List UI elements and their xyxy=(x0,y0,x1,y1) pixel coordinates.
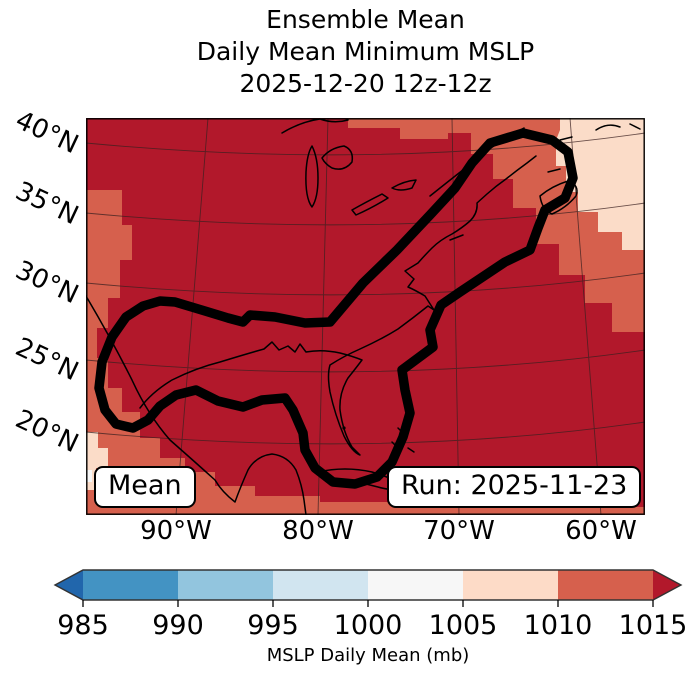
colorbar-seg-990-995 xyxy=(178,570,273,600)
colorbar-over-arrow xyxy=(653,570,681,600)
lon-tick-70w: 70°W xyxy=(423,516,495,546)
cbar-tick-985: 985 xyxy=(57,610,109,641)
cbar-tick-1015: 1015 xyxy=(619,610,688,641)
run-date-badge: Run: 2025-11-23 xyxy=(387,466,642,508)
lat-tick-25n: 25°N xyxy=(10,332,83,388)
lon-tick-60w: 60°W xyxy=(565,516,637,546)
lat-tick-30n: 30°N xyxy=(10,255,83,311)
title-line-3: 2025-12-20 12z-12z xyxy=(239,69,492,98)
mslp-fill-salmon-top-patch xyxy=(348,118,448,139)
lat-tick-20n: 20°N xyxy=(10,404,83,460)
lat-tick-35n: 35°N xyxy=(10,176,83,232)
colorbar-seg-1000-1005 xyxy=(368,570,463,600)
lat-tick-40n: 40°N xyxy=(10,105,83,161)
colorbar-seg-995-1000 xyxy=(273,570,368,600)
cbar-tick-1010: 1010 xyxy=(524,610,593,641)
map-plot xyxy=(86,118,645,515)
title-block: Ensemble Mean Daily Mean Minimum MSLP 20… xyxy=(86,4,645,100)
lon-tick-80w: 80°W xyxy=(282,516,354,546)
title-line-2: Daily Mean Minimum MSLP xyxy=(196,37,535,66)
colorbar-seg-985-990 xyxy=(83,570,178,600)
mean-badge: Mean xyxy=(94,466,196,508)
colorbar: 985 990 995 1000 1005 1010 1015 MSLP Dai… xyxy=(53,569,687,666)
colorbar-tick-labels: 985 990 995 1000 1005 1010 1015 xyxy=(57,610,687,641)
colorbar-seg-1010-1015 xyxy=(558,570,653,600)
colorbar-seg-1005-1010 xyxy=(463,570,558,600)
cbar-tick-995: 995 xyxy=(247,610,299,641)
colorbar-ticks xyxy=(82,600,654,607)
colorbar-axis-label: MSLP Daily Mean (mb) xyxy=(267,645,470,666)
map-frame xyxy=(86,118,645,515)
cbar-tick-990: 990 xyxy=(152,610,204,641)
mslp-fill-peach-northeast xyxy=(556,118,645,250)
lon-tick-90w: 90°W xyxy=(140,516,212,546)
colorbar-under-arrow xyxy=(55,570,83,600)
mean-contour-outline xyxy=(94,128,578,489)
cbar-tick-1005: 1005 xyxy=(429,610,498,641)
title-line-1: Ensemble Mean xyxy=(266,5,465,34)
cbar-tick-1000: 1000 xyxy=(334,610,403,641)
